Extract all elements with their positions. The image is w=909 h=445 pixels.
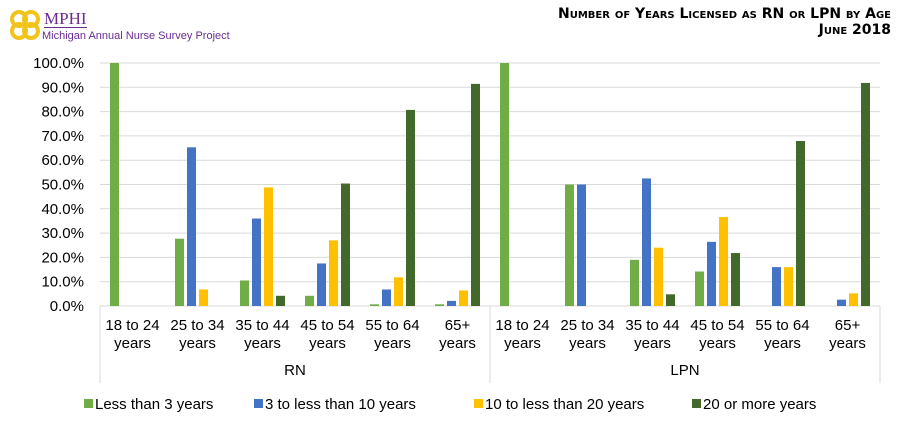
category-label: 45 to 54 years <box>300 317 354 352</box>
bar-rn-0-series-0 <box>110 63 119 306</box>
group-label-lpn: LPN <box>670 362 699 379</box>
y-tick-label: 20.0% <box>41 249 84 266</box>
y-tick-label: 80.0% <box>41 104 84 121</box>
bar-lpn-1-series-0 <box>565 184 574 306</box>
bar-lpn-3-series-1 <box>707 241 716 306</box>
legend-label: 3 to less than 10 years <box>265 396 416 413</box>
legend-label: Less than 3 years <box>95 396 213 413</box>
bar-lpn-3-series-2 <box>719 217 728 306</box>
bar-lpn-5-series-3 <box>861 82 870 307</box>
bar-rn-2-series-2 <box>264 187 273 306</box>
bar-rn-1-series-1 <box>187 147 196 306</box>
bar-rn-4-series-2 <box>394 277 403 306</box>
bar-lpn-3-series-0 <box>695 271 704 306</box>
bar-rn-3-series-2 <box>329 240 338 306</box>
bar-rn-5-series-3 <box>471 83 480 306</box>
legend-label: 20 or more years <box>703 396 816 413</box>
category-label: 55 to 64 years <box>755 317 809 352</box>
y-tick-label: 30.0% <box>41 225 84 242</box>
bar-lpn-3-series-3 <box>731 253 740 306</box>
y-tick-label: 90.0% <box>41 79 84 96</box>
bar-rn-1-series-0 <box>175 238 184 306</box>
bar-rn-2-series-1 <box>252 218 261 306</box>
category-label: 55 to 64 years <box>365 317 419 352</box>
bar-lpn-0-series-0 <box>500 63 509 306</box>
bar-lpn-4-series-3 <box>796 141 805 306</box>
bar-rn-2-series-0 <box>240 280 249 306</box>
bar-lpn-2-series-2 <box>654 247 663 306</box>
bar-rn-5-series-0 <box>435 304 444 306</box>
logo-subtitle: Michigan Annual Nurse Survey Project <box>42 30 230 42</box>
bar-rn-4-series-3 <box>406 109 415 306</box>
category-label: 35 to 44 years <box>235 317 289 352</box>
bar-lpn-5-series-1 <box>837 299 846 306</box>
y-tick-label: 40.0% <box>41 201 84 218</box>
category-label: 65+ years <box>439 317 476 352</box>
y-tick-label: 0.0% <box>50 298 84 315</box>
y-tick-label: 70.0% <box>41 128 84 145</box>
legend-swatch <box>692 399 701 408</box>
bar-lpn-2-series-0 <box>630 259 639 306</box>
chart-title-block: Number of Years Licensed as RN or LPN by… <box>558 6 891 38</box>
group-label-rn: RN <box>284 362 306 379</box>
category-label: 25 to 34 years <box>560 317 614 352</box>
bar-lpn-2-series-3 <box>666 294 675 306</box>
bar-rn-4-series-1 <box>382 289 391 306</box>
bar-rn-3-series-3 <box>341 183 350 306</box>
bar-rn-3-series-1 <box>317 263 326 306</box>
bar-rn-5-series-1 <box>447 300 456 306</box>
category-label: 18 to 24 years <box>105 317 159 352</box>
chart-subtitle: June 2018 <box>818 22 891 38</box>
legend-label: 10 to less than 20 years <box>485 396 644 413</box>
category-label: 35 to 44 years <box>625 317 679 352</box>
y-tick-label: 60.0% <box>41 152 84 169</box>
category-label: 45 to 54 years <box>690 317 744 352</box>
logo-name: MPHI <box>44 9 87 28</box>
bar-lpn-2-series-1 <box>642 178 651 306</box>
category-label: 25 to 34 years <box>170 317 224 352</box>
category-label: 65+ years <box>829 317 866 352</box>
bar-lpn-1-series-1 <box>577 184 586 306</box>
bar-rn-3-series-0 <box>305 295 314 306</box>
chart-title: Number of Years Licensed as RN or LPN by… <box>558 6 891 22</box>
legend-swatch <box>474 399 483 408</box>
bar-lpn-5-series-2 <box>849 293 858 306</box>
legend-swatch <box>84 399 93 408</box>
bar-rn-5-series-2 <box>459 290 468 306</box>
legend-swatch <box>254 399 263 408</box>
y-tick-label: 100.0% <box>33 55 84 72</box>
y-tick-label: 50.0% <box>41 177 84 194</box>
bar-lpn-4-series-2 <box>784 267 793 306</box>
logo-knot-icon <box>10 10 40 40</box>
bar-rn-2-series-3 <box>276 295 285 306</box>
category-label: 18 to 24 years <box>495 317 549 352</box>
bar-rn-1-series-2 <box>199 289 208 306</box>
y-tick-label: 10.0% <box>41 274 84 291</box>
bar-rn-4-series-0 <box>370 304 379 306</box>
bar-lpn-4-series-1 <box>772 267 781 306</box>
mphi-logo: MPHI Michigan Annual Nurse Survey Projec… <box>8 6 238 46</box>
